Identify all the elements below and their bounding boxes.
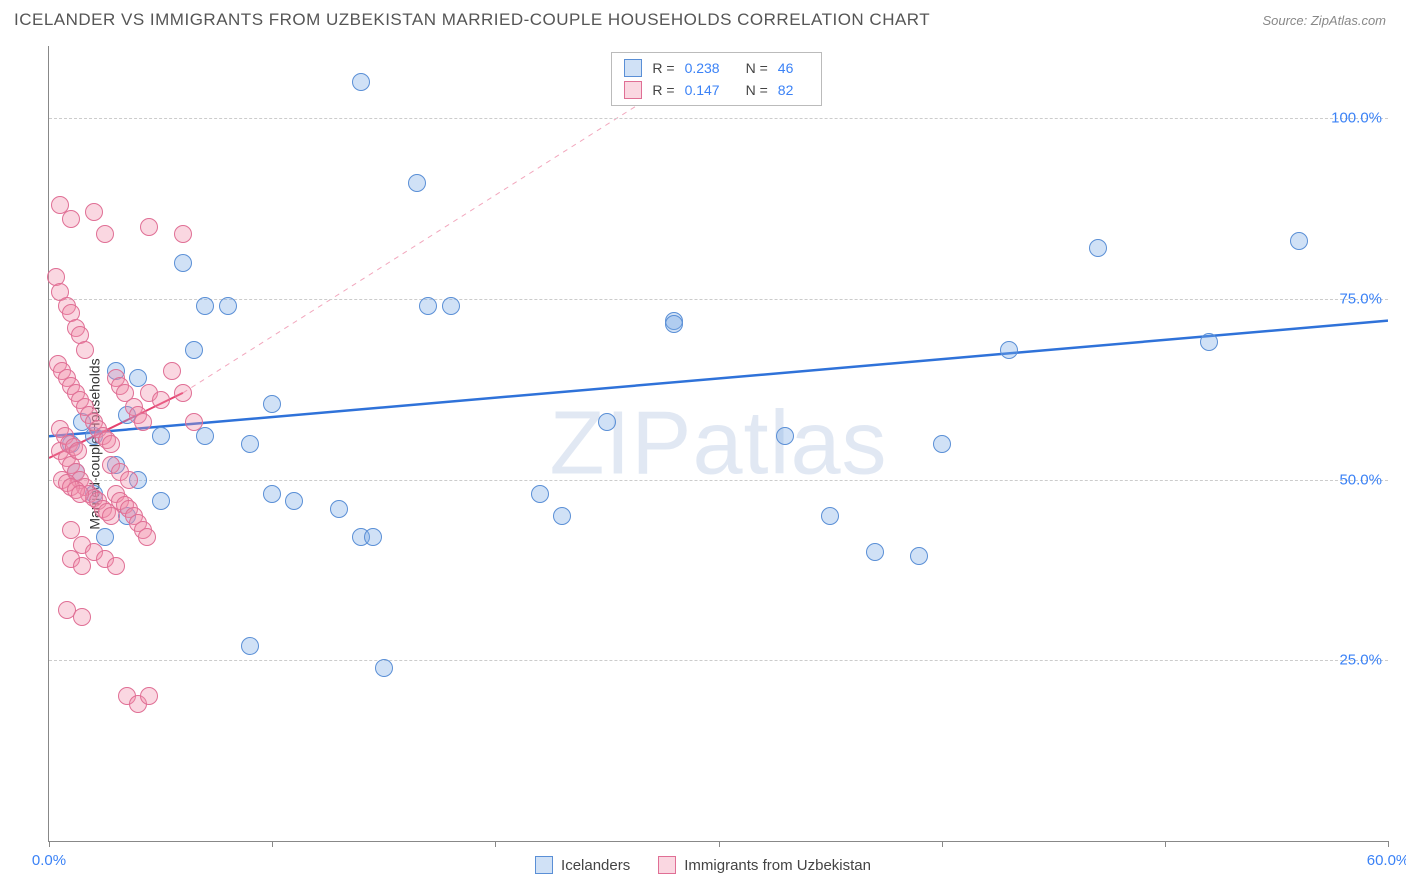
r-label: R =: [652, 60, 674, 76]
data-point: [553, 507, 571, 525]
data-point: [419, 297, 437, 315]
chart-plot-area: Married-couple Households ZIPatlas R = 0…: [48, 46, 1388, 842]
legend-swatch-icon: [535, 856, 553, 874]
data-point: [134, 413, 152, 431]
n-value-2: 82: [778, 82, 794, 98]
x-tick: [49, 841, 50, 847]
data-point: [69, 442, 87, 460]
data-point: [263, 395, 281, 413]
data-point: [185, 413, 203, 431]
y-tick-label: 25.0%: [1339, 652, 1382, 669]
data-point: [73, 608, 91, 626]
data-point: [152, 427, 170, 445]
data-point: [163, 362, 181, 380]
data-point: [531, 485, 549, 503]
data-point: [285, 492, 303, 510]
n-label-2: N =: [746, 82, 768, 98]
source-label: Source: ZipAtlas.com: [1262, 13, 1386, 28]
data-point: [120, 471, 138, 489]
data-point: [196, 427, 214, 445]
data-point: [174, 225, 192, 243]
data-point: [933, 435, 951, 453]
gridline: [49, 299, 1388, 300]
data-point: [330, 500, 348, 518]
legend-label: Icelanders: [561, 857, 630, 874]
y-tick-label: 50.0%: [1339, 471, 1382, 488]
data-point: [96, 225, 114, 243]
x-tick: [1165, 841, 1166, 847]
x-tick: [719, 841, 720, 847]
data-point: [71, 485, 89, 503]
legend-item-icelanders: Icelanders: [535, 856, 630, 874]
data-point: [107, 557, 125, 575]
data-point: [1290, 232, 1308, 250]
y-tick-label: 75.0%: [1339, 290, 1382, 307]
x-tick: [495, 841, 496, 847]
legend-label: Immigrants from Uzbekistan: [684, 857, 871, 874]
n-value-1: 46: [778, 60, 794, 76]
data-point: [442, 297, 460, 315]
data-point: [185, 341, 203, 359]
legend-stats-box: R = 0.238 N = 46 R = 0.147 N = 82: [611, 52, 822, 106]
data-point: [174, 384, 192, 402]
data-point: [364, 528, 382, 546]
data-point: [62, 210, 80, 228]
legend-swatch-icon: [658, 856, 676, 874]
n-label: N =: [746, 60, 768, 76]
data-point: [263, 485, 281, 503]
data-point: [152, 391, 170, 409]
data-point: [102, 435, 120, 453]
data-point: [910, 547, 928, 565]
data-point: [73, 557, 91, 575]
x-tick: [272, 841, 273, 847]
chart-title: ICELANDER VS IMMIGRANTS FROM UZBEKISTAN …: [14, 10, 930, 30]
legend-swatch-uzbekistan: [624, 81, 642, 99]
data-point: [1000, 341, 1018, 359]
legend-item-uzbekistan: Immigrants from Uzbekistan: [658, 856, 871, 874]
data-point: [152, 492, 170, 510]
data-point: [1089, 239, 1107, 257]
r-value-1: 0.238: [685, 60, 720, 76]
gridline: [49, 480, 1388, 481]
data-point: [408, 174, 426, 192]
data-point: [352, 73, 370, 91]
data-point: [821, 507, 839, 525]
data-point: [776, 427, 794, 445]
gridline: [49, 118, 1388, 119]
legend-swatch-icelanders: [624, 59, 642, 77]
data-point: [219, 297, 237, 315]
data-point: [76, 341, 94, 359]
data-point: [140, 218, 158, 236]
y-tick-label: 100.0%: [1331, 110, 1382, 127]
data-point: [866, 543, 884, 561]
r-label-2: R =: [652, 82, 674, 98]
data-point: [1200, 333, 1218, 351]
data-point: [85, 203, 103, 221]
data-point: [375, 659, 393, 677]
x-tick: [1388, 841, 1389, 847]
data-point: [598, 413, 616, 431]
data-point: [665, 315, 683, 333]
chart-header: ICELANDER VS IMMIGRANTS FROM UZBEKISTAN …: [0, 0, 1406, 38]
legend-bottom: Icelanders Immigrants from Uzbekistan: [0, 856, 1406, 874]
data-point: [138, 528, 156, 546]
data-point: [196, 297, 214, 315]
r-value-2: 0.147: [685, 82, 720, 98]
data-point: [140, 687, 158, 705]
legend-stats-row-2: R = 0.147 N = 82: [624, 79, 809, 101]
gridline: [49, 660, 1388, 661]
data-point: [241, 637, 259, 655]
data-point: [241, 435, 259, 453]
data-point: [174, 254, 192, 272]
x-tick: [942, 841, 943, 847]
legend-stats-row-1: R = 0.238 N = 46: [624, 57, 809, 79]
